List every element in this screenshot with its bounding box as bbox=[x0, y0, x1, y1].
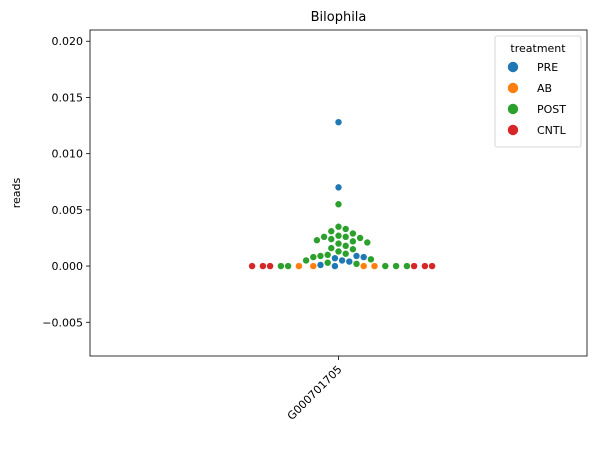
y-tick-label: −0.005 bbox=[42, 316, 83, 329]
point-post bbox=[335, 248, 342, 255]
point-ab bbox=[371, 262, 378, 270]
point-post bbox=[353, 260, 360, 268]
point-pre bbox=[331, 262, 339, 270]
point-post bbox=[382, 262, 389, 270]
point-pre bbox=[360, 253, 367, 261]
legend-marker-pre bbox=[507, 61, 519, 73]
point-post bbox=[328, 244, 335, 252]
x-tick-label: G000701705 bbox=[285, 363, 345, 423]
legend-label-cntl: CNTL bbox=[537, 124, 567, 137]
point-pre bbox=[331, 255, 339, 262]
point-cntl bbox=[259, 262, 267, 270]
point-pre bbox=[335, 118, 342, 126]
y-tick-label: 0.015 bbox=[52, 91, 84, 104]
point-ab bbox=[360, 262, 367, 270]
point-post bbox=[302, 257, 310, 264]
point-post bbox=[342, 250, 349, 257]
point-post bbox=[392, 262, 400, 270]
legend-label-ab: AB bbox=[537, 82, 552, 95]
y-axis-label: reads bbox=[10, 177, 23, 208]
point-post bbox=[335, 240, 342, 247]
point-post bbox=[356, 234, 364, 242]
legend-marker-cntl bbox=[507, 124, 519, 136]
y-tick-label: 0.005 bbox=[52, 204, 84, 217]
point-cntl bbox=[428, 262, 436, 270]
legend-label-pre: PRE bbox=[537, 61, 558, 74]
point-pre bbox=[335, 184, 342, 191]
legend-entries: PRE AB POST CNTL bbox=[507, 61, 567, 137]
point-post bbox=[335, 232, 342, 239]
point-post bbox=[328, 228, 335, 235]
point-post bbox=[324, 259, 331, 266]
chart-title: Bilophila bbox=[311, 10, 367, 25]
x-axis: G000701705 bbox=[285, 356, 345, 423]
legend-marker-ab bbox=[507, 82, 519, 94]
point-post bbox=[324, 251, 331, 259]
point-post bbox=[403, 262, 411, 270]
point-ab bbox=[295, 262, 303, 270]
point-post bbox=[349, 230, 357, 237]
legend-marker-post bbox=[507, 103, 519, 115]
point-post bbox=[313, 237, 321, 244]
y-tick-label: 0.010 bbox=[52, 148, 84, 161]
point-post bbox=[284, 262, 292, 270]
point-ab bbox=[310, 262, 317, 270]
point-post bbox=[342, 233, 349, 241]
point-post bbox=[317, 252, 324, 260]
y-tick-label: 0.000 bbox=[52, 260, 84, 273]
point-post bbox=[320, 233, 328, 241]
y-tick-label: 0.020 bbox=[52, 35, 84, 48]
point-post bbox=[349, 246, 357, 253]
legend-label-post: POST bbox=[537, 103, 566, 116]
point-post bbox=[367, 256, 375, 263]
point-post bbox=[335, 223, 342, 230]
point-post bbox=[342, 225, 349, 233]
point-post bbox=[310, 253, 317, 261]
point-post bbox=[364, 239, 371, 246]
point-pre bbox=[317, 261, 324, 269]
point-post bbox=[342, 242, 349, 250]
point-cntl bbox=[248, 262, 256, 270]
data-marks bbox=[248, 118, 436, 270]
point-cntl bbox=[410, 262, 418, 270]
legend-title: treatment bbox=[510, 42, 566, 55]
point-post bbox=[335, 201, 342, 208]
point-cntl bbox=[421, 262, 429, 270]
point-pre bbox=[346, 258, 353, 265]
point-post bbox=[349, 238, 357, 245]
point-pre bbox=[353, 252, 360, 260]
point-pre bbox=[338, 257, 346, 264]
legend: treatment PRE AB POST CNTL bbox=[494, 35, 582, 148]
point-post bbox=[277, 262, 285, 270]
point-post bbox=[328, 235, 335, 243]
y-axis: −0.005 0.000 0.005 0.010 0.015 0.020 bbox=[42, 35, 90, 329]
point-cntl bbox=[266, 262, 274, 270]
